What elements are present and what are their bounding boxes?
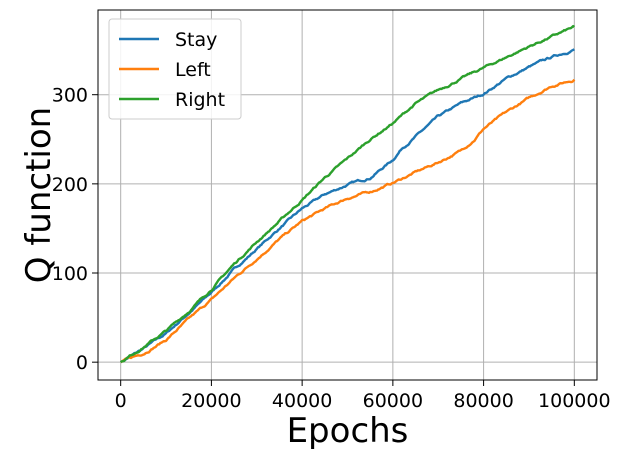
x-tick-label: 20000 [181,390,241,412]
y-axis-label: Q function [19,107,59,283]
legend: Stay Left Right [108,18,242,120]
axis-ticks: 0 20000 40000 60000 80000 100000 0 100 200 300 [52,85,611,412]
legend-label-right: Right [175,89,225,111]
legend-box [108,18,242,120]
x-tick-label: 40000 [272,390,332,412]
x-axis-label: Epochs [287,411,409,451]
legend-label-left: Left [175,59,211,81]
x-tick-label: 0 [115,390,127,412]
plot-area-frame [97,9,598,381]
x-tick-label: 60000 [363,390,423,412]
series-lines [119,24,576,364]
x-tick-label: 100000 [538,390,611,412]
legend-label-stay: Stay [175,29,217,51]
y-tick-label: 200 [52,174,88,196]
series-line-stay [120,48,575,364]
y-tick-label: 100 [52,263,88,285]
series-line-left [120,78,576,364]
y-tick-label: 300 [52,85,88,107]
x-tick-label: 80000 [453,390,513,412]
y-tick-label: 0 [76,352,88,374]
series-line-right [119,24,576,364]
